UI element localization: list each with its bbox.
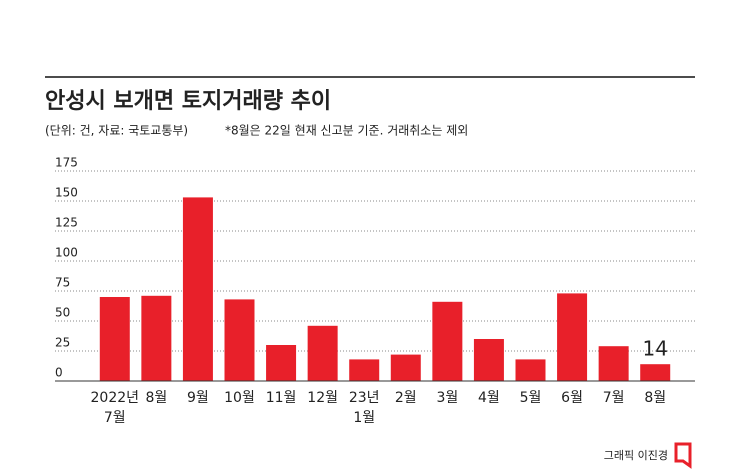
subtitle: (단위: 건, 자료: 국토교통부) [45, 124, 188, 138]
bar [266, 345, 297, 381]
x-tick-label: 11월 [266, 390, 297, 406]
x-tick-label: 23년 [349, 390, 380, 406]
x-tick-label: 5월 [520, 390, 542, 406]
bar [515, 359, 546, 381]
x-tick-label: 7월 [104, 410, 126, 426]
x-tick-label: 4월 [478, 390, 500, 406]
y-tick-label: 75 [55, 276, 70, 290]
x-tick-label: 9월 [187, 390, 209, 406]
x-tick-label: 8월 [145, 390, 167, 406]
bar [640, 364, 671, 381]
y-tick-label: 150 [55, 186, 78, 200]
value-label: 14 [642, 337, 667, 361]
bar [473, 339, 504, 381]
bar [224, 299, 255, 381]
bar [182, 197, 213, 381]
bar [141, 295, 172, 381]
bar [432, 301, 463, 381]
y-tick-label: 50 [55, 306, 70, 320]
bar [307, 325, 338, 381]
x-tick-label: 12월 [307, 390, 338, 406]
bar [99, 297, 130, 381]
y-tick-label: 175 [55, 156, 78, 170]
chart-title: 안성시 보개면 토지거래량 추이 [45, 89, 331, 114]
bar [349, 359, 380, 381]
x-tick-label: 3월 [436, 390, 458, 406]
y-tick-label: 100 [55, 246, 78, 260]
y-tick-label: 125 [55, 216, 78, 230]
x-tick-label: 2월 [395, 390, 417, 406]
y-tick-label: 25 [55, 336, 70, 350]
note: *8월은 22일 현재 신고분 기준. 거래취소는 제외 [225, 124, 468, 138]
bar [598, 346, 629, 381]
x-tick-label: 7월 [603, 390, 625, 406]
bar [390, 354, 421, 381]
logo [674, 442, 692, 469]
credit: 그래픽 이진경 [604, 449, 668, 462]
x-tick-label: 6월 [561, 390, 583, 406]
x-tick-label: 2022년 [91, 390, 140, 406]
y-tick-label: 0 [55, 366, 63, 380]
bar [557, 293, 588, 381]
x-tick-label: 10월 [224, 390, 255, 406]
x-tick-label: 1월 [353, 410, 375, 426]
x-tick-label: 8월 [644, 390, 666, 406]
